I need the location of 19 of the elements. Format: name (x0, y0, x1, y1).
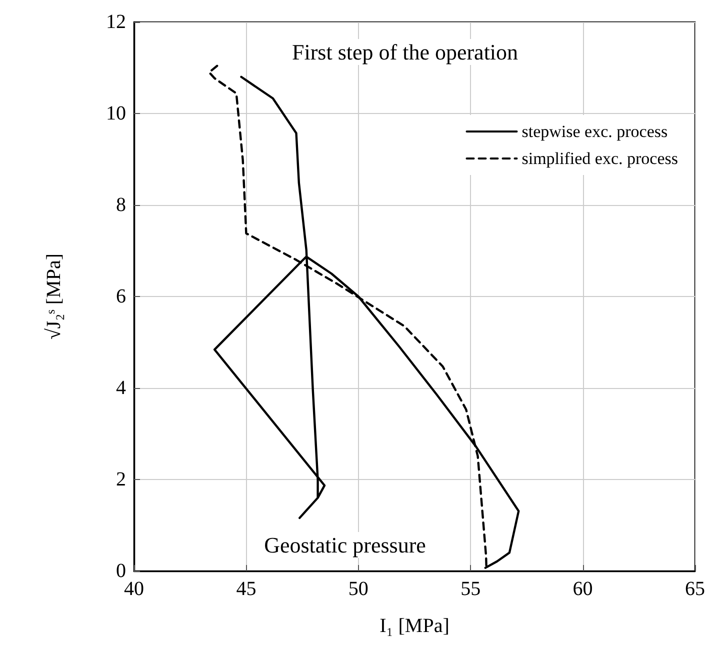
y-tick-label: 4 (116, 377, 126, 399)
y-tick-label: 10 (106, 102, 126, 124)
legend-label: simplified exc. process (522, 149, 678, 168)
x-tick-label: 45 (236, 578, 256, 600)
x-tick-label: 50 (348, 578, 368, 600)
x-tick-label: 60 (572, 578, 593, 600)
x-tick-label: 55 (460, 578, 481, 600)
annotation: First step of the operation (292, 40, 518, 64)
y-tick-label: 12 (106, 11, 126, 33)
y-tick-label: 0 (116, 560, 126, 582)
annotation: Geostatic pressure (264, 532, 426, 558)
x-axis-title: I₁ [MPa] (380, 615, 450, 637)
y-tick-label: 2 (116, 468, 126, 490)
y-tick-label: 6 (116, 286, 126, 308)
x-tick-label: 65 (685, 578, 705, 600)
legend-label: stepwise exc. process (522, 122, 668, 141)
y-tick-label: 8 (116, 194, 126, 216)
x-tick-label: 40 (124, 578, 144, 600)
y-axis-title: √J₂ˢ [MPa] (43, 253, 65, 340)
